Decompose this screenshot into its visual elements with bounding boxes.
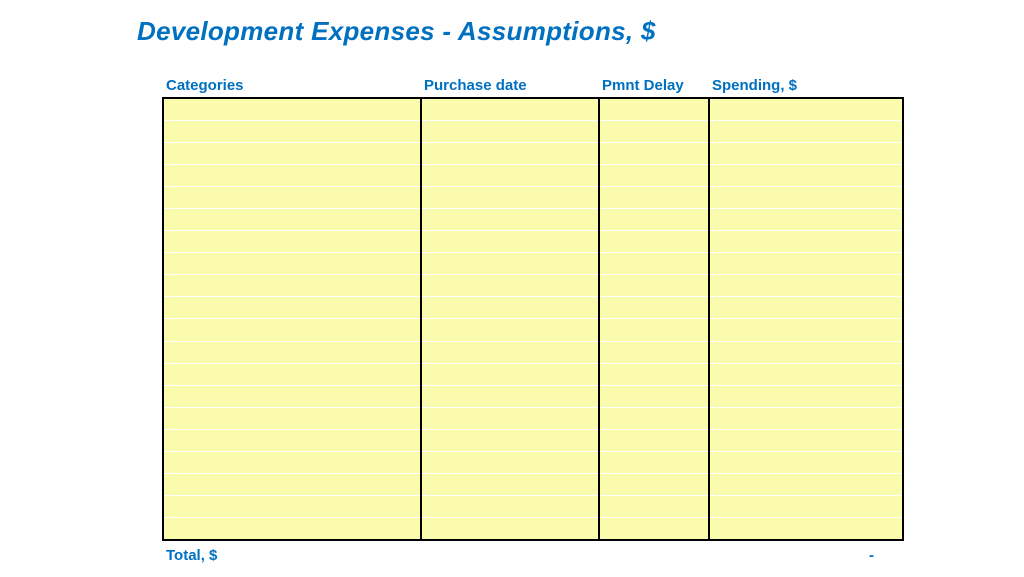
table-cell[interactable] <box>600 275 708 297</box>
table-cell[interactable] <box>600 496 708 518</box>
table-cell[interactable] <box>710 518 902 539</box>
total-value: - <box>869 547 904 564</box>
table-cell[interactable] <box>422 364 598 386</box>
page-title: Development Expenses - Assumptions, $ <box>137 16 1024 47</box>
table-footer: Total, $ - <box>162 547 904 564</box>
table-cell[interactable] <box>164 297 420 319</box>
table-cell[interactable] <box>600 319 708 341</box>
table-cell[interactable] <box>164 474 420 496</box>
table-cell[interactable] <box>710 231 902 253</box>
table-cell[interactable] <box>164 231 420 253</box>
table-cell[interactable] <box>164 518 420 539</box>
header-purchase-date: Purchase date <box>420 77 598 94</box>
table-cell[interactable] <box>422 496 598 518</box>
table-cell[interactable] <box>600 364 708 386</box>
table-cell[interactable] <box>164 165 420 187</box>
table-cell[interactable] <box>422 408 598 430</box>
table-cell[interactable] <box>422 231 598 253</box>
table-cell[interactable] <box>164 275 420 297</box>
table-cell[interactable] <box>600 187 708 209</box>
table-cell[interactable] <box>422 297 598 319</box>
table-col-spending <box>710 99 902 539</box>
table-cell[interactable] <box>600 408 708 430</box>
table-cell[interactable] <box>422 430 598 452</box>
table-cell[interactable] <box>422 143 598 165</box>
table-cell[interactable] <box>710 253 902 275</box>
table-cell[interactable] <box>600 165 708 187</box>
table-cell[interactable] <box>164 99 420 121</box>
table-cell[interactable] <box>164 386 420 408</box>
table-cell[interactable] <box>710 275 902 297</box>
header-categories: Categories <box>162 77 420 94</box>
table-cell[interactable] <box>164 121 420 143</box>
table-cell[interactable] <box>164 452 420 474</box>
header-spending: Spending, $ <box>708 77 904 94</box>
table-cell[interactable] <box>600 99 708 121</box>
table-cell[interactable] <box>164 496 420 518</box>
table-cell[interactable] <box>710 408 902 430</box>
table-cell[interactable] <box>422 275 598 297</box>
table-cell[interactable] <box>164 430 420 452</box>
table-cell[interactable] <box>710 452 902 474</box>
table-cell[interactable] <box>600 518 708 539</box>
table-cell[interactable] <box>710 165 902 187</box>
table-cell[interactable] <box>164 364 420 386</box>
table-cell[interactable] <box>422 99 598 121</box>
table-frame <box>162 97 904 541</box>
table-cell[interactable] <box>710 364 902 386</box>
table-cell[interactable] <box>422 452 598 474</box>
table-cell[interactable] <box>710 386 902 408</box>
table-cell[interactable] <box>422 121 598 143</box>
table-cell[interactable] <box>600 231 708 253</box>
table-cell[interactable] <box>710 474 902 496</box>
table-cell[interactable] <box>600 452 708 474</box>
table-cell[interactable] <box>600 474 708 496</box>
table-col-pmnt-delay <box>600 99 710 539</box>
table-cell[interactable] <box>710 319 902 341</box>
table-cell[interactable] <box>600 143 708 165</box>
table-cell[interactable] <box>600 430 708 452</box>
table-cell[interactable] <box>422 253 598 275</box>
table-cell[interactable] <box>600 209 708 231</box>
table-cell[interactable] <box>164 253 420 275</box>
table-cell[interactable] <box>710 187 902 209</box>
table-cell[interactable] <box>422 187 598 209</box>
table-cell[interactable] <box>710 297 902 319</box>
table-cell[interactable] <box>422 518 598 539</box>
table-cell[interactable] <box>710 342 902 364</box>
table-cell[interactable] <box>164 319 420 341</box>
table-cell[interactable] <box>164 187 420 209</box>
table-cell[interactable] <box>422 342 598 364</box>
table-cell[interactable] <box>600 121 708 143</box>
table-cell[interactable] <box>422 474 598 496</box>
table-cell[interactable] <box>710 430 902 452</box>
table-cell[interactable] <box>710 209 902 231</box>
table-cell[interactable] <box>710 121 902 143</box>
table-cell[interactable] <box>422 319 598 341</box>
table-headers: Categories Purchase date Pmnt Delay Spen… <box>162 77 904 94</box>
table-cell[interactable] <box>600 253 708 275</box>
table-cell[interactable] <box>710 99 902 121</box>
table-cell[interactable] <box>164 342 420 364</box>
table-cell[interactable] <box>600 297 708 319</box>
table-col-categories <box>164 99 422 539</box>
table-cell[interactable] <box>710 496 902 518</box>
table-cell[interactable] <box>600 342 708 364</box>
table-cell[interactable] <box>422 165 598 187</box>
table-cell[interactable] <box>422 386 598 408</box>
total-label: Total, $ <box>162 547 217 564</box>
table-cell[interactable] <box>422 209 598 231</box>
table-cell[interactable] <box>710 143 902 165</box>
table-cell[interactable] <box>164 143 420 165</box>
header-pmnt-delay: Pmnt Delay <box>598 77 708 94</box>
table-cell[interactable] <box>164 209 420 231</box>
table-col-purchase-date <box>422 99 600 539</box>
table-cell[interactable] <box>600 386 708 408</box>
table-cell[interactable] <box>164 408 420 430</box>
